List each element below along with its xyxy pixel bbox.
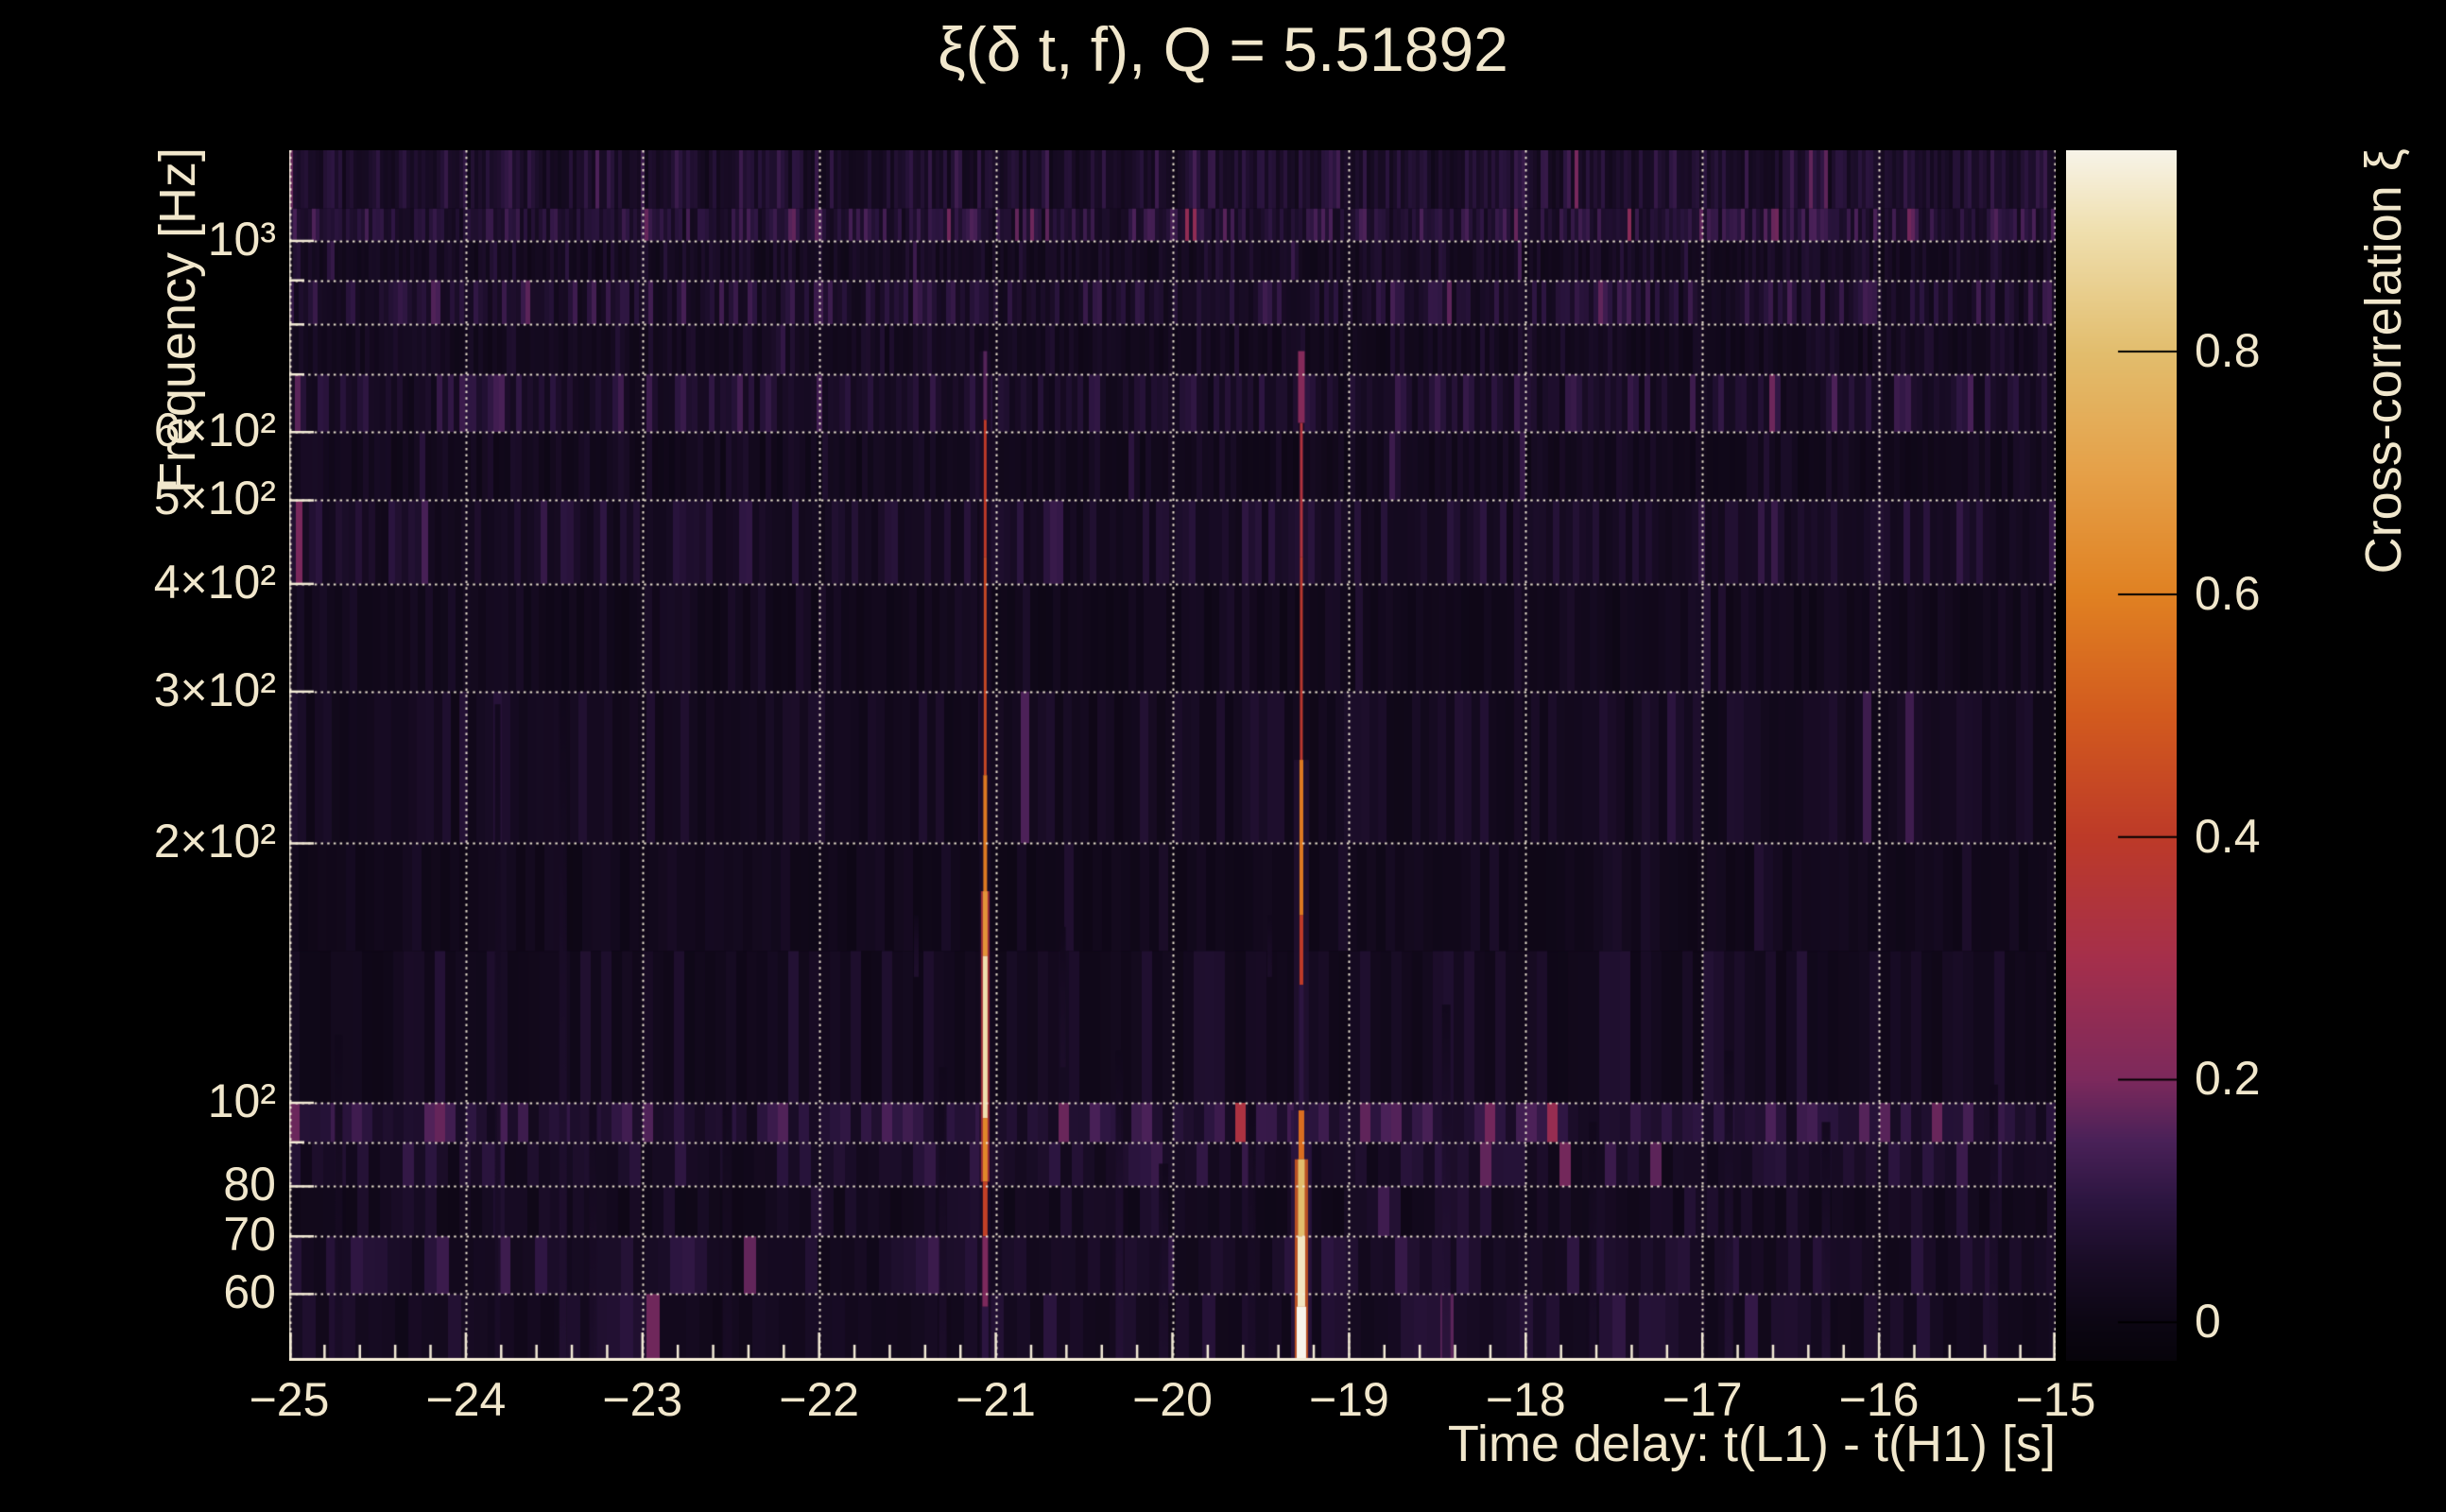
y-axis-tick-label: 10³ [207, 212, 276, 266]
x-axis-tick-label: −17 [1662, 1373, 1743, 1426]
colorbar-tick-label: 0.4 [2195, 809, 2261, 863]
x-axis-tick-label: −22 [779, 1373, 860, 1426]
y-axis-tick-label: 2×10² [153, 815, 276, 868]
x-axis-tick-label: −23 [602, 1373, 683, 1426]
y-axis-tick-label: 60 [223, 1265, 276, 1319]
x-axis-tick-label: −24 [425, 1373, 507, 1426]
x-axis-tick-label: −25 [249, 1373, 330, 1426]
y-axis-tick-label: 3×10² [153, 662, 276, 716]
y-axis-tick-label: 80 [223, 1158, 276, 1211]
y-axis-tick-label: 70 [223, 1208, 276, 1262]
heatmap-plot-area [289, 150, 2056, 1361]
x-axis-tick-label: −18 [1485, 1373, 1566, 1426]
y-axis-tick-label: 6×10² [153, 404, 276, 457]
y-axis-tick-label: 5×10² [153, 472, 276, 525]
x-axis-title: Time delay: t(L1) - t(H1) [s] [1447, 1416, 2056, 1472]
y-axis-tick-label: 10² [207, 1074, 276, 1127]
colorbar-tick-label: 0 [2195, 1295, 2221, 1349]
x-axis-tick-label: −15 [2015, 1373, 2096, 1426]
x-axis-tick-label: −20 [1132, 1373, 1213, 1426]
chart-title: ξ(δ t, f), Q = 5.51892 [938, 14, 1508, 84]
colorbar-gradient [2066, 150, 2177, 1361]
x-axis-tick-label: −19 [1308, 1373, 1389, 1426]
x-axis-tick-label: −16 [1838, 1373, 1920, 1426]
colorbar-tick-label: 0.2 [2195, 1052, 2261, 1106]
colorbar-tick-label: 0.8 [2195, 324, 2261, 378]
x-axis-tick-label: −21 [956, 1373, 1036, 1426]
y-axis-tick-label: 4×10² [153, 555, 276, 609]
colorbar-tick-label: 0.6 [2195, 566, 2261, 620]
